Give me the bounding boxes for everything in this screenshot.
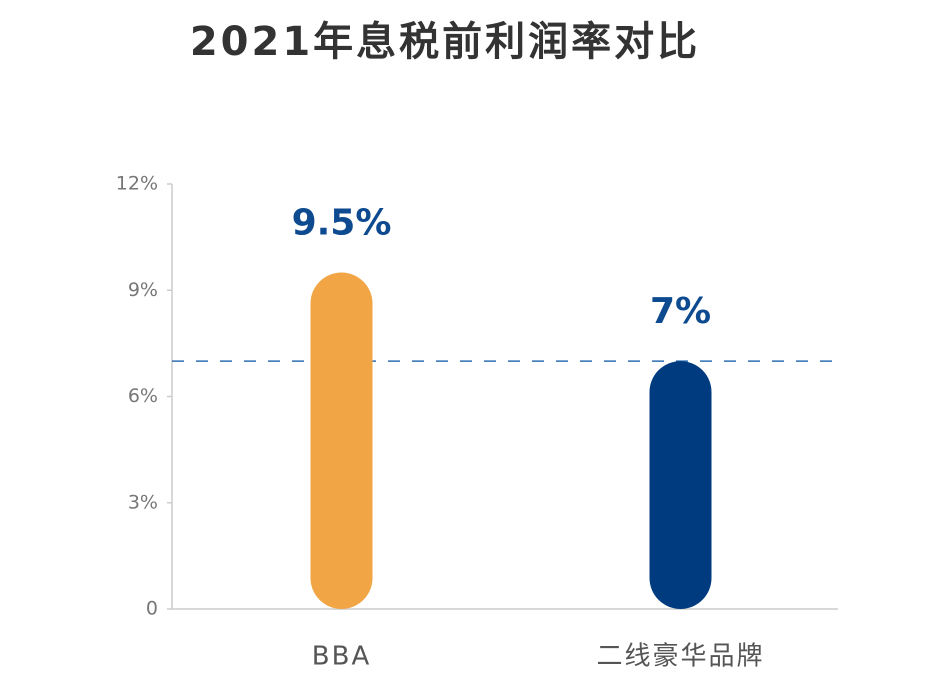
bar [310, 272, 373, 609]
value-label: 9.5% [292, 203, 392, 244]
chart-title: 2021年息税前利润率对比 [190, 19, 700, 65]
bar [649, 361, 712, 609]
y-tick-label: 12% [116, 173, 158, 195]
y-tick-label: 9% [128, 279, 158, 301]
value-label: 7% [650, 291, 711, 332]
y-tick-label: 0 [146, 598, 158, 620]
y-tick-label: 3% [128, 491, 158, 513]
x-tick-label: BBA [312, 642, 371, 672]
x-tick-label: 二线豪华品牌 [596, 642, 764, 672]
y-tick-label: 6% [128, 385, 158, 407]
